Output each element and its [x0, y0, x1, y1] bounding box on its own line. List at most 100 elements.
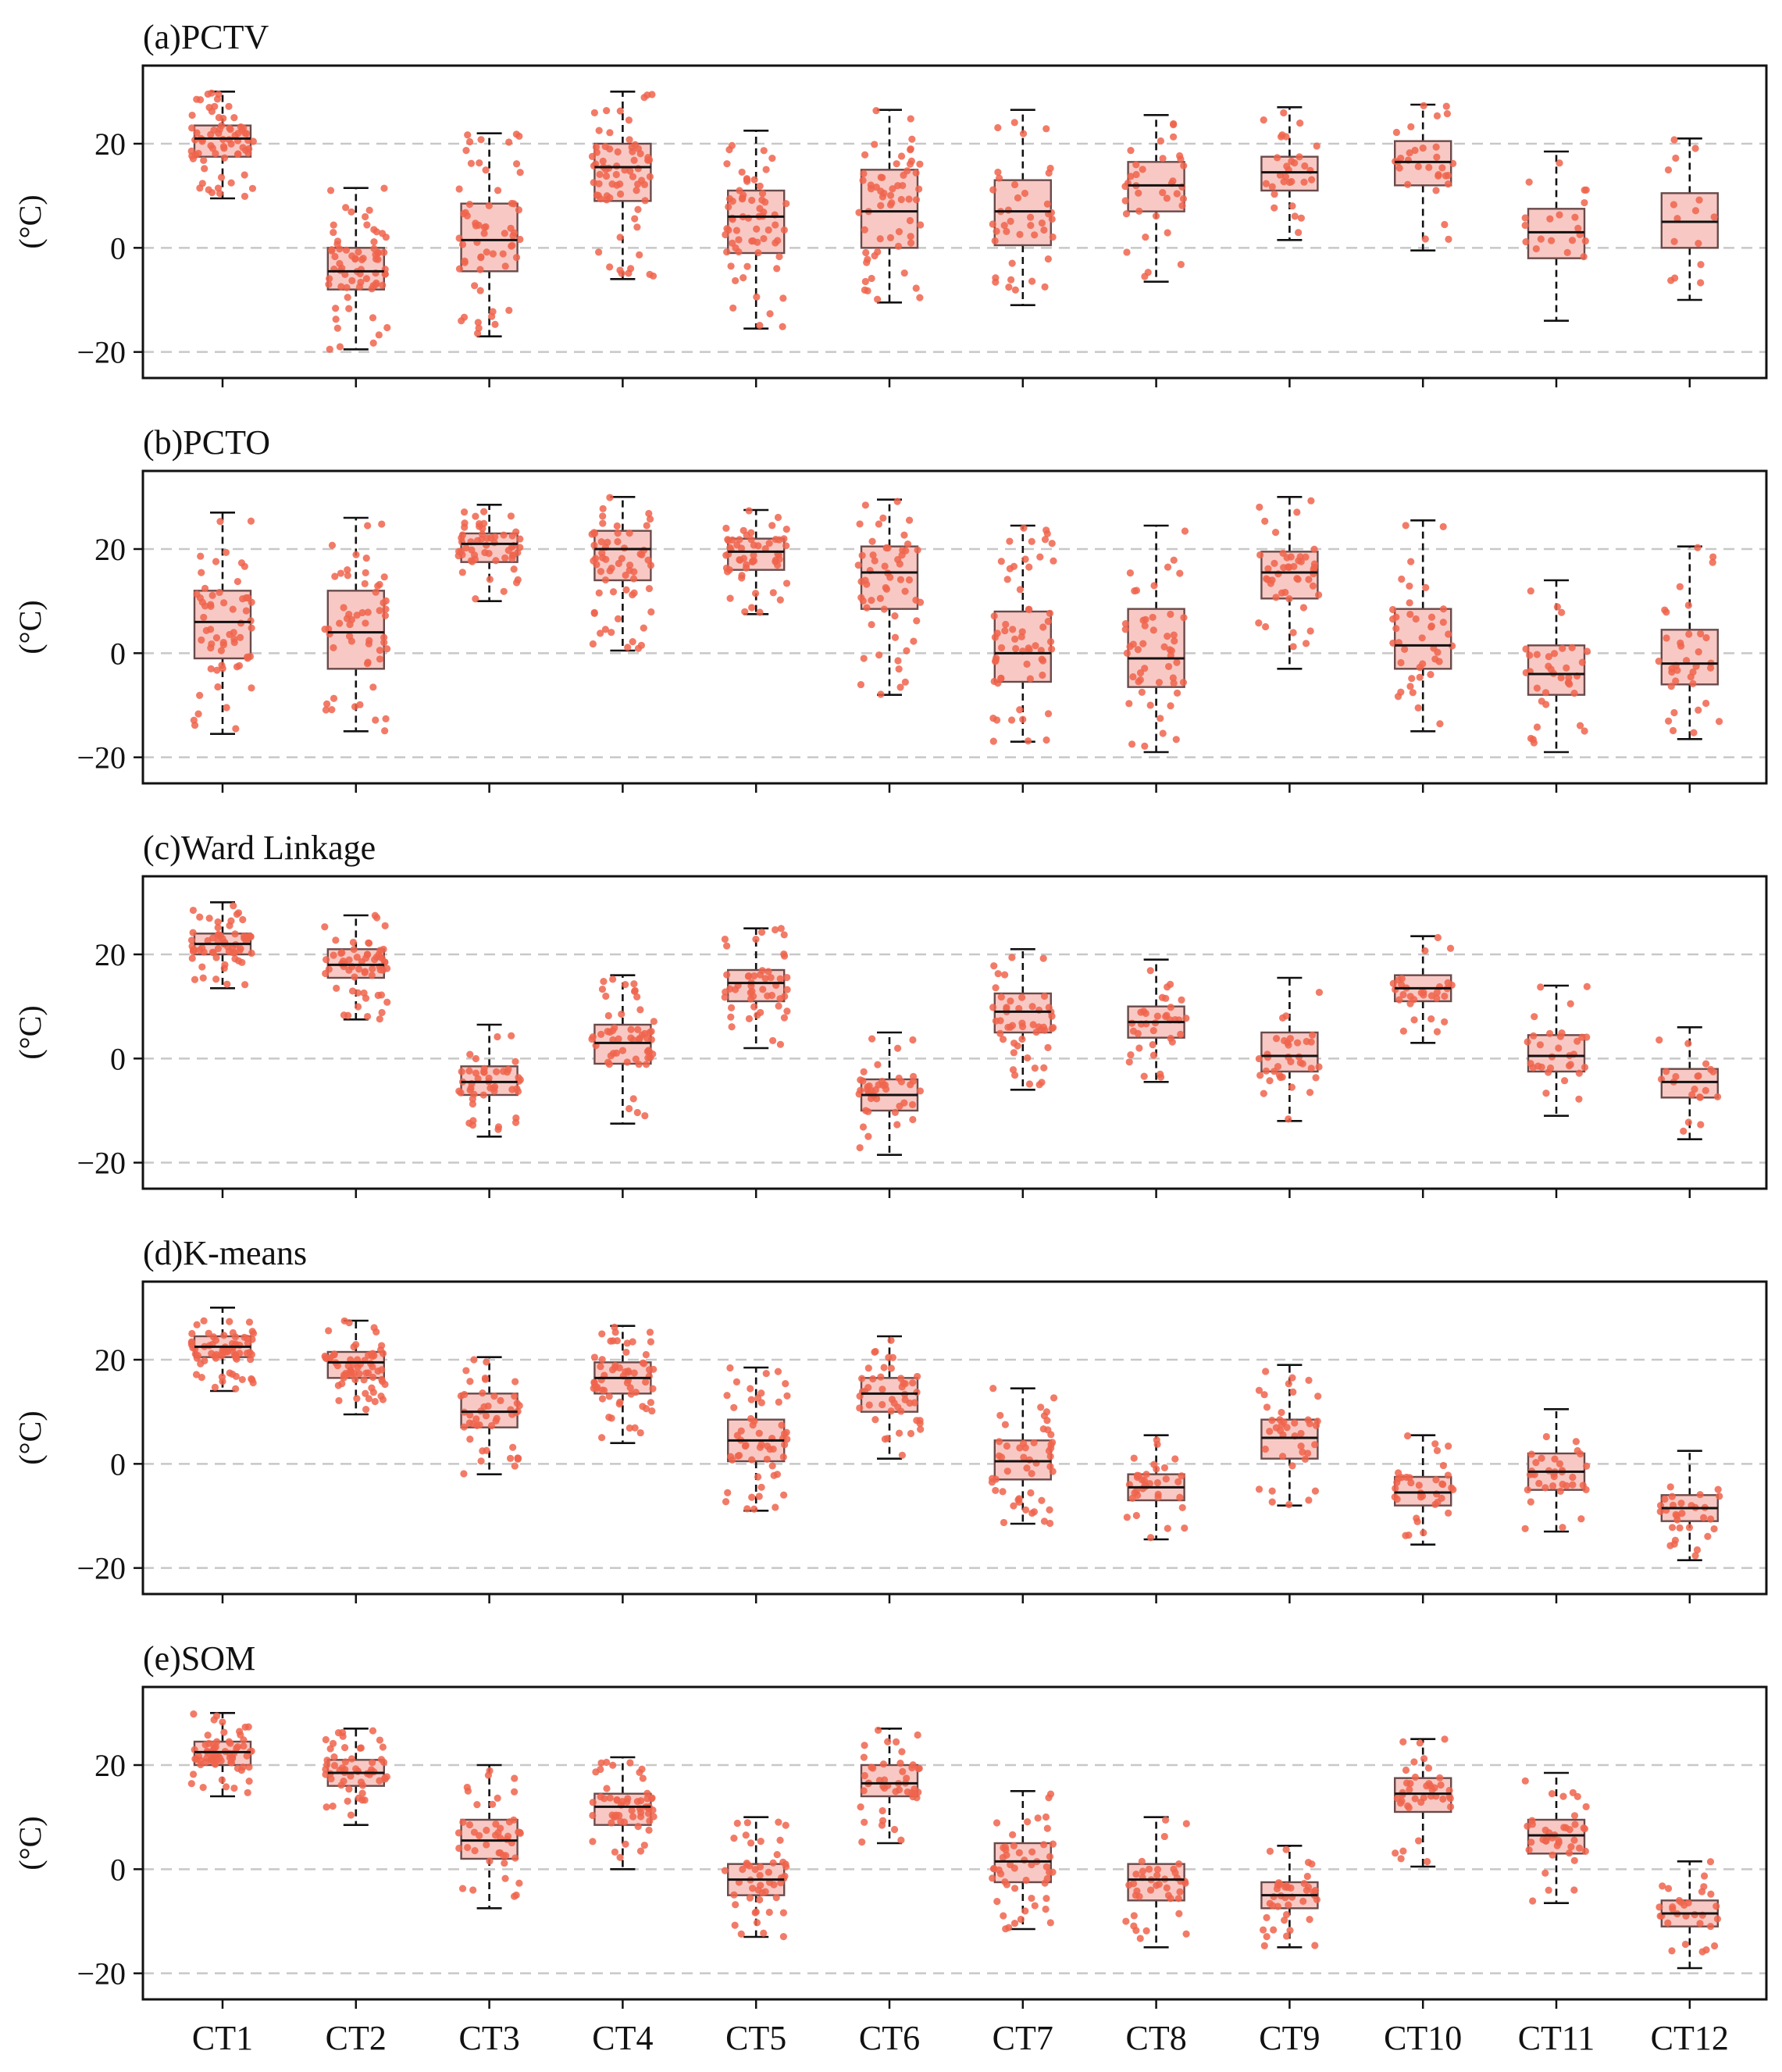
- data-point: [361, 968, 369, 976]
- data-point: [1128, 740, 1136, 748]
- data-point: [231, 930, 239, 938]
- data-point: [748, 604, 756, 612]
- data-point: [1121, 626, 1129, 633]
- data-point: [1583, 647, 1591, 655]
- data-point: [1542, 1089, 1550, 1097]
- data-point: [190, 1710, 198, 1718]
- data-point: [742, 564, 750, 572]
- data-point: [874, 1726, 882, 1734]
- data-point: [756, 182, 764, 190]
- data-point: [1282, 1846, 1290, 1853]
- data-point: [1309, 582, 1317, 590]
- data-point: [877, 1373, 885, 1381]
- data-point: [1000, 1518, 1008, 1527]
- data-point: [601, 1795, 608, 1803]
- box-ct6: [855, 1031, 925, 1198]
- data-point: [1449, 159, 1457, 167]
- data-point: [212, 558, 220, 565]
- data-point: [511, 1378, 519, 1385]
- data-point: [609, 588, 618, 596]
- data-point: [197, 1360, 205, 1368]
- data-point: [1040, 1517, 1049, 1525]
- data-point: [864, 1364, 872, 1372]
- data-point: [1285, 1901, 1292, 1909]
- data-point: [1556, 211, 1563, 219]
- data-point: [912, 169, 920, 177]
- box-ct9: CT9: [1259, 1845, 1321, 2057]
- data-point: [463, 212, 471, 219]
- data-point: [1157, 137, 1165, 145]
- data-point: [1397, 154, 1405, 162]
- data-point: [994, 123, 1002, 132]
- data-point: [618, 1797, 626, 1806]
- data-point: [467, 557, 475, 565]
- data-point: [772, 221, 779, 229]
- data-point: [501, 1874, 509, 1882]
- data-point: [770, 1881, 778, 1888]
- data-point: [893, 160, 900, 168]
- data-point: [1049, 1840, 1057, 1848]
- data-point: [893, 1738, 900, 1746]
- data-point: [614, 148, 622, 156]
- data-point: [868, 597, 875, 604]
- data-point: [1276, 1416, 1284, 1424]
- data-point: [609, 1761, 617, 1769]
- data-point: [1164, 1892, 1172, 1899]
- data-point: [200, 1317, 208, 1325]
- data-point: [1280, 109, 1288, 117]
- data-point: [325, 280, 333, 288]
- data-point: [869, 1764, 877, 1772]
- data-point: [868, 621, 875, 629]
- data-point: [898, 1748, 906, 1756]
- data-point: [859, 1123, 868, 1131]
- y-tick-label: 0: [110, 636, 126, 671]
- data-point: [1527, 587, 1534, 595]
- data-point: [590, 557, 597, 565]
- data-point: [369, 1373, 377, 1382]
- data-point: [474, 319, 482, 326]
- data-point: [1024, 1817, 1032, 1826]
- data-point: [889, 185, 896, 193]
- data-point: [365, 1395, 373, 1403]
- data-point: [232, 1385, 240, 1393]
- data-point: [512, 579, 521, 587]
- data-point: [856, 1143, 864, 1152]
- data-point: [210, 1716, 218, 1724]
- data-point: [994, 970, 1002, 978]
- data-point: [341, 270, 349, 279]
- data-point: [1281, 1917, 1288, 1924]
- data-point: [999, 1853, 1007, 1861]
- data-point: [1407, 1478, 1415, 1487]
- data-point: [490, 1084, 497, 1092]
- data-point: [333, 984, 340, 993]
- data-point: [493, 1068, 501, 1075]
- data-point: [616, 180, 624, 188]
- data-point: [1421, 235, 1429, 243]
- data-point: [486, 576, 494, 583]
- data-point: [469, 1100, 477, 1108]
- data-point: [244, 594, 252, 602]
- data-point: [1175, 1910, 1183, 1917]
- data-point: [188, 942, 196, 950]
- panel-title: (a)PCTV: [143, 18, 269, 56]
- data-point: [222, 548, 230, 556]
- data-point: [216, 932, 224, 940]
- data-point: [782, 580, 791, 587]
- data-point: [1676, 583, 1684, 590]
- data-point: [1578, 1033, 1586, 1041]
- data-point: [1282, 1910, 1291, 1919]
- data-point: [1046, 1853, 1054, 1860]
- data-point: [1576, 722, 1584, 729]
- data-point: [1010, 1502, 1018, 1510]
- data-point: [465, 137, 474, 146]
- box-ct5: CT5: [721, 1816, 790, 2057]
- data-point: [865, 1082, 873, 1090]
- data-point: [1001, 627, 1009, 635]
- data-point: [914, 1372, 921, 1381]
- data-point: [893, 497, 901, 505]
- data-point: [1280, 564, 1288, 572]
- data-point: [516, 1075, 524, 1084]
- data-point: [514, 1087, 522, 1096]
- data-point: [590, 529, 598, 537]
- data-point: [330, 221, 337, 229]
